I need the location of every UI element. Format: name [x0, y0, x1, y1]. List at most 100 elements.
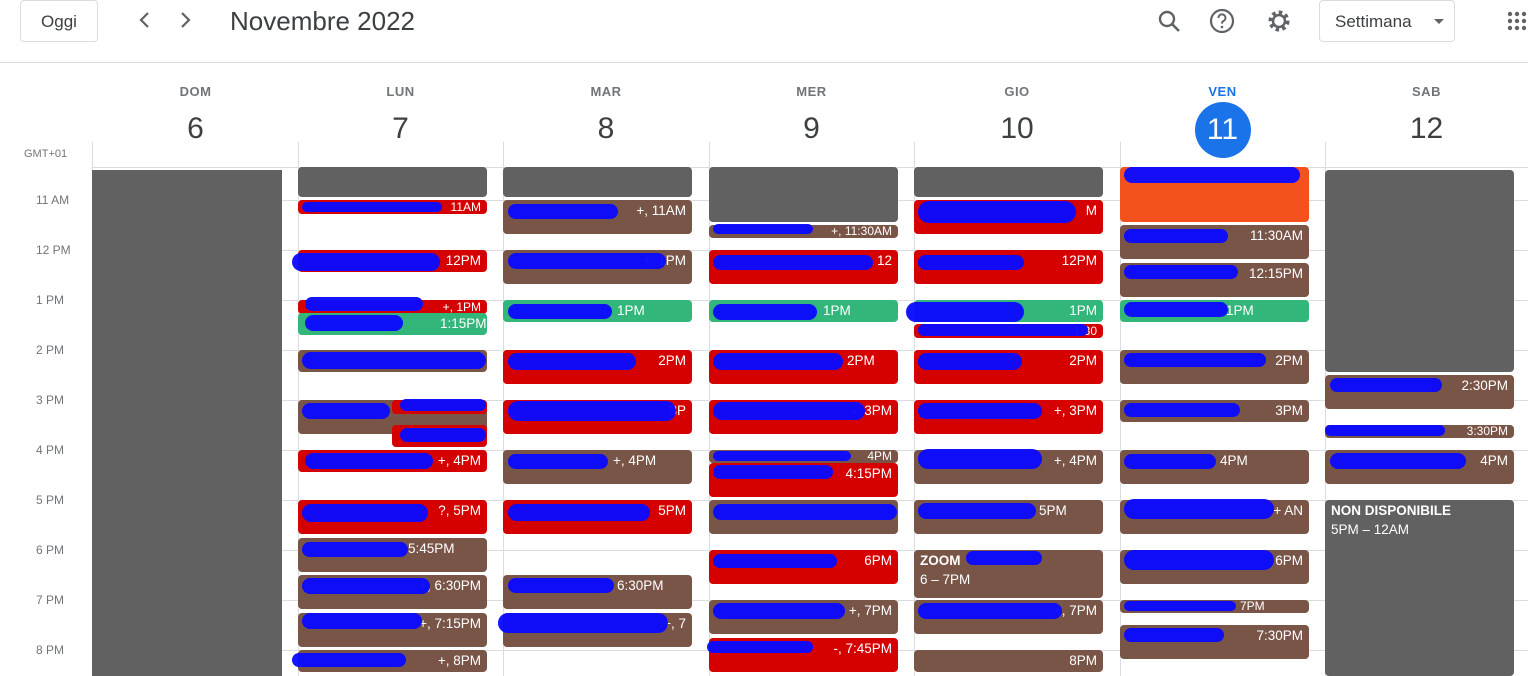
redaction [918, 403, 1042, 419]
month-title: Novembre 2022 [230, 6, 415, 36]
day-header-wed[interactable]: MER 9 [709, 70, 914, 166]
day-number[interactable]: 6 [187, 112, 204, 145]
today-number[interactable]: 11 [1194, 102, 1251, 158]
view-selector[interactable]: Settimana [1319, 0, 1455, 42]
redaction [302, 403, 390, 419]
redaction [508, 304, 612, 319]
redaction [1330, 378, 1442, 392]
day-header-tue[interactable]: MAR 8 [503, 70, 709, 166]
event-time: 2PM [847, 353, 875, 368]
redaction [713, 402, 865, 420]
event-time: 3:30PM [1466, 425, 1508, 438]
blocked-time[interactable] [92, 170, 282, 676]
calendar-event[interactable] [503, 167, 692, 197]
redaction [302, 613, 422, 629]
timezone-label: GMT+01 [24, 148, 68, 160]
redaction [918, 449, 1042, 469]
hour-label: 6 PM [36, 543, 65, 557]
calendar-event[interactable] [298, 167, 487, 197]
redaction [292, 653, 406, 667]
day-name: LUN [386, 84, 415, 99]
apps-grid-icon[interactable] [1502, 4, 1528, 38]
event-time: 4:15PM [845, 466, 892, 481]
redaction [302, 202, 442, 212]
hour-label: 11 AM [36, 193, 70, 207]
day-name: MER [796, 84, 827, 99]
event-time: +, 4PM [1053, 453, 1097, 468]
redaction [713, 255, 873, 270]
redaction [918, 603, 1062, 619]
chevron-left-icon[interactable] [129, 4, 161, 36]
event-time: +, 7PM [1053, 603, 1097, 618]
divider [709, 142, 710, 167]
day-number[interactable]: 7 [392, 112, 409, 145]
redaction [302, 542, 408, 557]
event-time: 5PM – 12AM [1331, 522, 1410, 537]
view-label: Settimana [1335, 12, 1412, 31]
redaction [918, 324, 1088, 336]
redaction [918, 255, 1024, 270]
redaction [918, 201, 1076, 223]
redaction [305, 453, 433, 469]
divider [1325, 142, 1326, 167]
redaction [400, 428, 486, 442]
event-title: NON DISPONIBILE [1331, 503, 1452, 518]
event-time: +, 6:30PM [419, 578, 481, 593]
calendar-event[interactable] [1325, 170, 1514, 372]
calendar-event[interactable]: NON DISPONIBILE 5PM – 12AM [1325, 500, 1514, 676]
event-time: 6:30PM [617, 578, 664, 593]
redaction [713, 603, 845, 619]
day-header-mon[interactable]: LUN 7 [298, 70, 503, 166]
redaction [713, 504, 897, 520]
redaction [1124, 167, 1300, 183]
redaction [302, 352, 486, 369]
search-icon[interactable] [1152, 4, 1186, 38]
event-time: 12:15PM [1248, 266, 1303, 281]
divider [503, 142, 504, 167]
redaction [1124, 353, 1266, 367]
help-icon[interactable] [1205, 4, 1239, 38]
calendar-event[interactable] [914, 167, 1103, 197]
redaction [508, 353, 636, 370]
calendar-event[interactable] [709, 167, 898, 222]
day-name: DOM [179, 84, 212, 99]
redaction [1124, 265, 1238, 279]
day-number[interactable]: 12 [1409, 112, 1444, 145]
event-time: +, 7PM [848, 603, 892, 618]
event-time: 7:30PM [1256, 628, 1303, 643]
redaction [713, 554, 837, 568]
gear-icon[interactable] [1262, 4, 1296, 38]
redaction [918, 353, 1022, 370]
event-time: 11AM [450, 200, 481, 214]
event-time: 1PM [823, 303, 851, 318]
event-time: 2PM [1275, 353, 1303, 368]
event-title: ZOOM [920, 553, 961, 568]
redaction [713, 451, 851, 461]
day-header-sun[interactable]: DOM 6 [93, 70, 298, 166]
redaction [1124, 628, 1224, 642]
day-header-thu[interactable]: GIO 10 [914, 70, 1120, 166]
redaction [1124, 403, 1240, 417]
hour-label: 1 PM [36, 293, 65, 307]
hour-label: 5 PM [36, 493, 65, 507]
today-button[interactable]: Oggi [20, 0, 98, 42]
divider [914, 142, 915, 167]
caret-down-icon [1434, 19, 1444, 24]
redaction [1330, 453, 1466, 469]
event-time: 1PM [617, 303, 645, 318]
day-header-sat[interactable]: SAB 12 [1325, 70, 1528, 166]
redaction [400, 399, 486, 411]
day-name: SAB [1412, 84, 1441, 99]
day-number[interactable]: 9 [803, 112, 820, 145]
calendar-event[interactable]: 8PM [914, 650, 1103, 672]
redaction [713, 353, 843, 370]
redaction [713, 465, 833, 479]
day-number[interactable]: 8 [597, 112, 615, 145]
chevron-right-icon[interactable] [169, 4, 201, 36]
redaction [906, 302, 1024, 322]
day-number[interactable]: 10 [1000, 112, 1034, 145]
event-time: 2PM [1069, 353, 1097, 368]
day-header-fri[interactable]: VEN 11 [1120, 70, 1325, 166]
hour-label: 4 PM [36, 443, 65, 457]
week-grid[interactable]: 11 AM 12 PM 1 PM 2 PM 3 PM 4 PM 5 PM 6 P… [0, 167, 1528, 676]
